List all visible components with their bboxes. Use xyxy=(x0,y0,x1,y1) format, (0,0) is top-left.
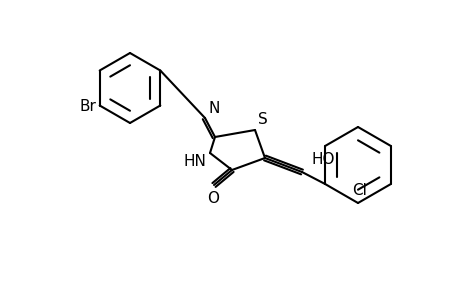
Text: Cl: Cl xyxy=(352,183,367,198)
Text: S: S xyxy=(257,112,267,127)
Text: N: N xyxy=(208,101,220,116)
Text: O: O xyxy=(207,191,218,206)
Text: HO: HO xyxy=(311,152,334,167)
Text: Br: Br xyxy=(80,99,96,114)
Text: HN: HN xyxy=(183,154,206,169)
